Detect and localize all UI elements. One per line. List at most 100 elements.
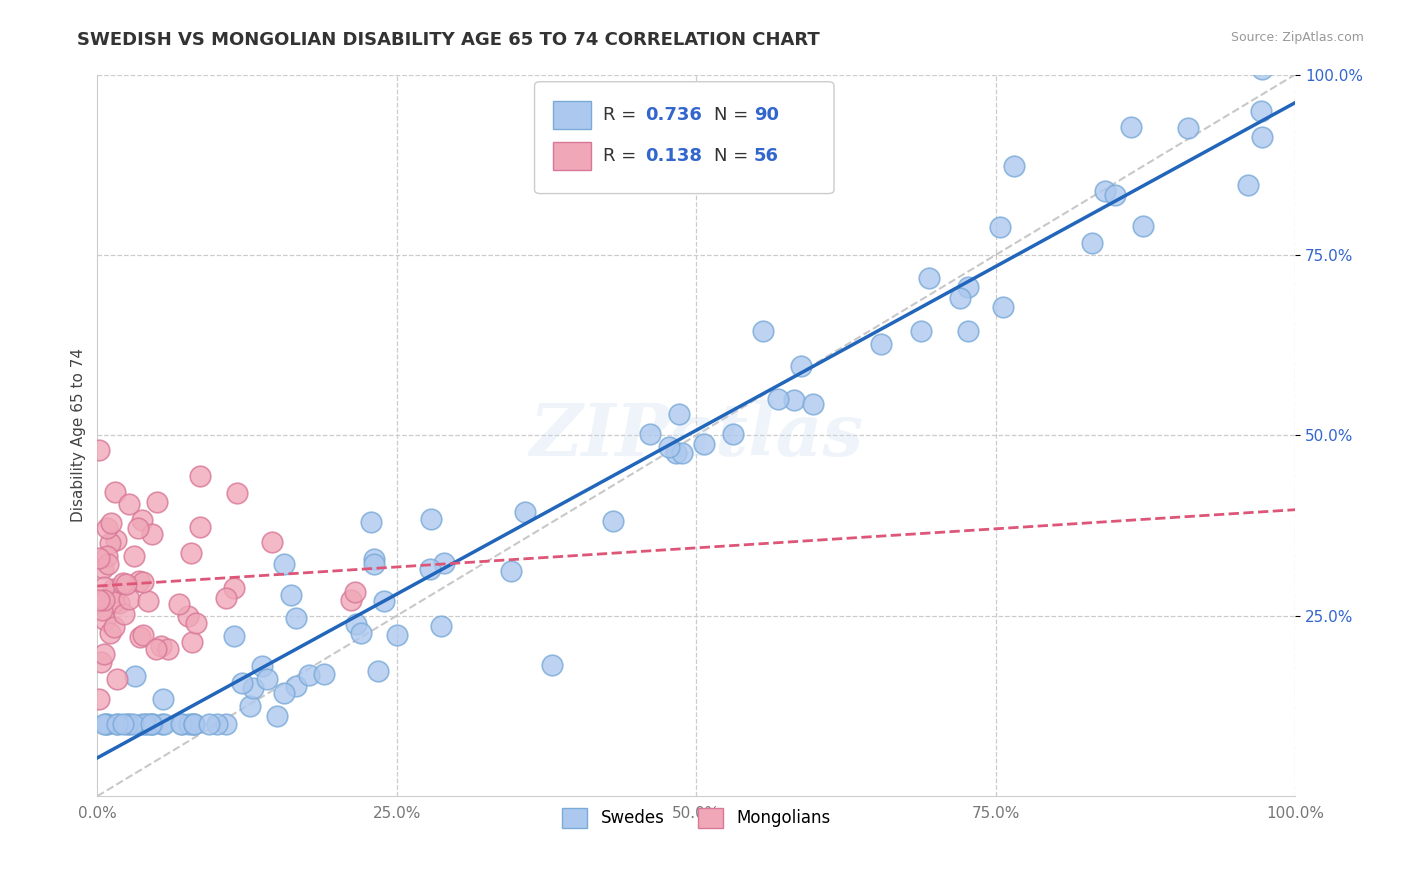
- Point: [298, 668, 321, 682]
- Point: [117, 591, 139, 606]
- Point: [340, 592, 363, 607]
- Point: [131, 717, 153, 731]
- Point: [515, 505, 537, 519]
- Point: [870, 337, 893, 351]
- Point: [1002, 159, 1025, 173]
- Point: [957, 324, 980, 338]
- Point: [363, 552, 385, 566]
- Point: [949, 291, 972, 305]
- Point: [266, 709, 288, 723]
- Point: [385, 628, 408, 642]
- Point: [918, 271, 941, 285]
- Point: [96, 717, 118, 731]
- Point: [1251, 130, 1274, 145]
- Point: [1232, 53, 1254, 67]
- Point: [177, 717, 200, 731]
- Point: [100, 516, 122, 531]
- Point: [205, 717, 228, 731]
- Point: [499, 564, 522, 578]
- Point: [252, 659, 274, 673]
- Point: [1237, 178, 1260, 192]
- Point: [420, 512, 443, 526]
- Point: [131, 574, 153, 589]
- Point: [344, 616, 367, 631]
- Point: [198, 717, 221, 731]
- Point: [97, 557, 120, 571]
- Point: [93, 580, 115, 594]
- Point: [222, 629, 245, 643]
- Point: [1094, 185, 1116, 199]
- Point: [183, 717, 205, 731]
- Point: [242, 681, 264, 695]
- Text: ZIPatlas: ZIPatlas: [529, 400, 863, 471]
- Point: [668, 407, 690, 421]
- Point: [115, 577, 138, 591]
- Point: [104, 485, 127, 500]
- Point: [665, 446, 688, 460]
- Point: [89, 691, 111, 706]
- Point: [1250, 62, 1272, 77]
- Point: [222, 581, 245, 595]
- Point: [638, 426, 661, 441]
- Point: [93, 717, 115, 731]
- Point: [94, 717, 117, 731]
- Point: [90, 603, 112, 617]
- Point: [419, 562, 441, 576]
- Point: [766, 392, 789, 406]
- Point: [153, 717, 176, 731]
- Point: [90, 655, 112, 669]
- Point: [343, 584, 366, 599]
- Point: [312, 667, 335, 681]
- Point: [260, 534, 283, 549]
- Point: [96, 521, 118, 535]
- Point: [149, 640, 172, 654]
- Point: [350, 625, 373, 640]
- Text: Source: ZipAtlas.com: Source: ZipAtlas.com: [1230, 31, 1364, 45]
- Point: [360, 515, 382, 529]
- Point: [723, 427, 745, 442]
- Point: [146, 495, 169, 509]
- Point: [790, 359, 813, 373]
- Point: [273, 686, 295, 700]
- Y-axis label: Disability Age 65 to 74: Disability Age 65 to 74: [72, 348, 86, 523]
- Point: [122, 717, 145, 731]
- Point: [1119, 120, 1142, 135]
- Text: N =: N =: [714, 147, 754, 165]
- Point: [105, 672, 128, 686]
- Point: [180, 546, 202, 560]
- Point: [105, 533, 128, 547]
- Point: [1081, 235, 1104, 250]
- Text: R =: R =: [603, 106, 641, 124]
- Point: [190, 469, 212, 483]
- Point: [100, 536, 122, 550]
- Point: [91, 561, 114, 575]
- Point: [273, 558, 295, 572]
- Point: [602, 514, 624, 528]
- Point: [103, 619, 125, 633]
- Point: [135, 717, 157, 731]
- Text: 56: 56: [754, 147, 779, 165]
- Point: [105, 717, 128, 731]
- Point: [214, 591, 236, 606]
- Point: [170, 717, 193, 731]
- Point: [157, 641, 180, 656]
- Point: [1132, 219, 1154, 233]
- Point: [87, 592, 110, 607]
- Point: [94, 613, 117, 627]
- Point: [136, 594, 159, 608]
- Point: [225, 486, 247, 500]
- Point: [112, 576, 135, 591]
- Point: [141, 527, 163, 541]
- Point: [98, 625, 121, 640]
- Point: [128, 630, 150, 644]
- Point: [284, 611, 307, 625]
- Point: [1250, 104, 1272, 119]
- Point: [285, 679, 308, 693]
- Point: [910, 324, 932, 338]
- Text: N =: N =: [714, 106, 754, 124]
- Point: [134, 717, 156, 731]
- Text: R =: R =: [603, 147, 641, 165]
- Point: [107, 717, 129, 731]
- Point: [104, 585, 127, 599]
- Legend: Swedes, Mongolians: Swedes, Mongolians: [555, 801, 837, 835]
